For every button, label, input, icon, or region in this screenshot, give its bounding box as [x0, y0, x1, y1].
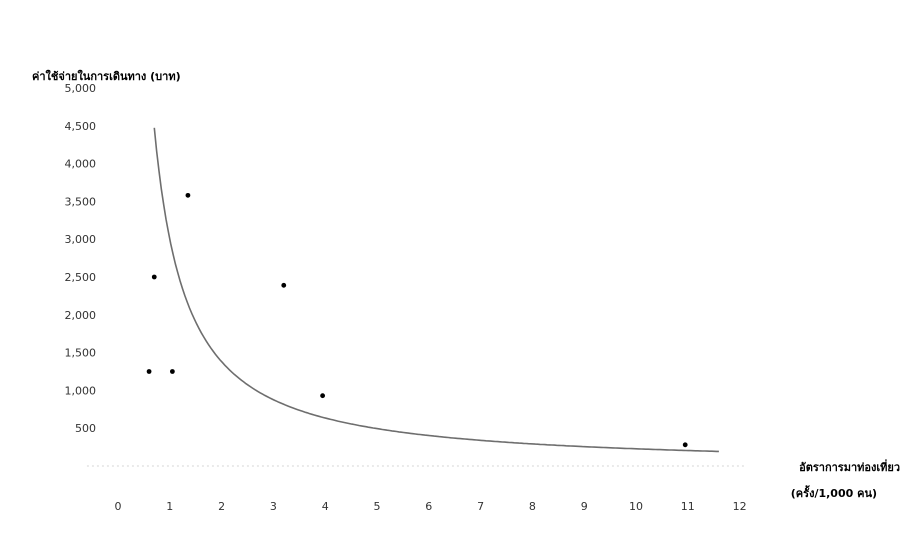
data-point: [281, 282, 287, 288]
y-tick-label: 1,500: [65, 347, 97, 360]
x-tick-label: 0: [115, 500, 122, 513]
data-point: [146, 369, 152, 374]
x-tick-label: 3: [270, 500, 277, 513]
data-point: [682, 442, 688, 448]
data-point: [169, 369, 175, 374]
y-axis-title: ค่าใช้จ่ายในการเดินทาง (บาท): [32, 69, 181, 83]
data-point: [320, 393, 326, 399]
y-tick-label: 2,000: [65, 309, 97, 322]
x-tick-label: 11: [681, 500, 695, 513]
x-tick-label: 4: [322, 500, 329, 513]
x-tick-label: 10: [629, 500, 643, 513]
data-point: [185, 192, 191, 198]
x-tick-label: 9: [581, 500, 588, 513]
y-tick-label: 2,500: [65, 271, 97, 284]
x-axis-title: อัตราการมาท่องเที่ยว: [799, 459, 900, 474]
x-tick-label: 7: [477, 500, 484, 513]
x-tick-label: 6: [425, 500, 432, 513]
y-tick-label: 3,000: [65, 233, 97, 246]
y-tick-label: 4,500: [65, 120, 97, 133]
data-point: [151, 274, 157, 280]
y-tick-label: 3,500: [65, 195, 97, 208]
x-tick-label: 5: [374, 500, 381, 513]
plot-area: ค่าใช้จ่ายในการเดินทาง (บาท)5,000 4,500 4,…: [32, 69, 900, 513]
x-tick-label: 8: [529, 500, 536, 513]
y-tick-label: 4,000: [65, 158, 97, 171]
y-tick-label: 5,000: [65, 82, 97, 95]
y-tick-label: 1,000: [65, 384, 97, 397]
x-tick-label: 2: [218, 500, 225, 513]
x-axis-unit: (ครั้ง/1,000 คน): [791, 485, 877, 500]
y-tick-label: 500: [75, 422, 96, 435]
x-tick-label: 1: [166, 500, 173, 513]
x-tick-label: 12: [733, 500, 747, 513]
trend-line: [153, 127, 719, 453]
